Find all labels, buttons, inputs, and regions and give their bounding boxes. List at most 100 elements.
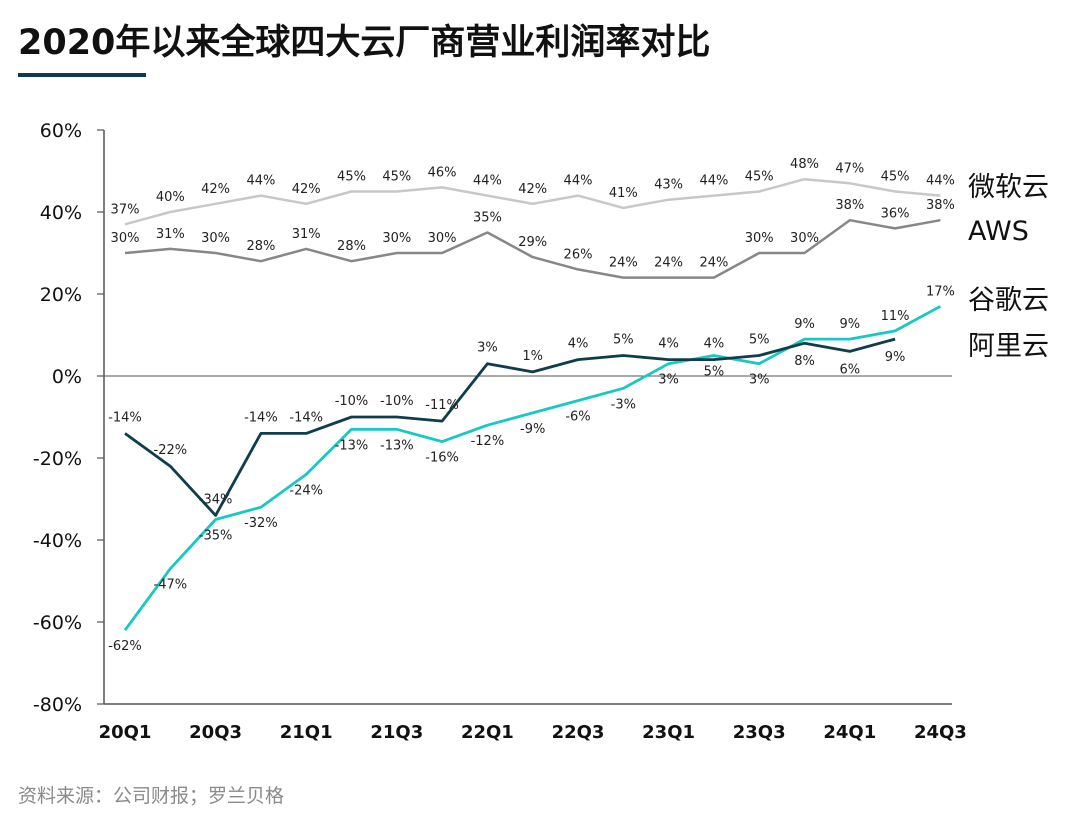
data-label-google: -35% <box>199 529 233 544</box>
data-label-alibaba: 1% <box>522 349 543 364</box>
data-label-aws: 29% <box>518 235 547 250</box>
data-label-google: -9% <box>520 422 545 437</box>
data-label-alibaba: 9% <box>885 350 906 365</box>
x-tick-label: 21Q3 <box>370 722 423 743</box>
y-tick-label: -80% <box>33 694 82 716</box>
data-label-google: 3% <box>658 373 679 388</box>
data-label-microsoft: 40% <box>156 190 185 205</box>
data-label-google: 5% <box>704 365 725 380</box>
data-label-alibaba: -14% <box>244 410 278 425</box>
series-label-microsoft: 微软云 <box>968 172 1049 203</box>
data-label-aws: 24% <box>609 256 638 271</box>
data-label-alibaba: 8% <box>794 354 815 369</box>
data-label-google: 3% <box>749 373 770 388</box>
data-label-google: -62% <box>108 639 142 654</box>
x-tick-label: 21Q1 <box>280 722 333 743</box>
data-label-alibaba: 6% <box>839 362 860 377</box>
data-label-alibaba: -11% <box>425 398 459 413</box>
source-note: 资料来源：公司财报；罗兰贝格 <box>18 785 285 807</box>
x-tick-label: 22Q1 <box>461 722 514 743</box>
data-label-microsoft: 46% <box>428 165 457 180</box>
data-label-aws: 36% <box>881 206 910 221</box>
x-tick-label: 20Q1 <box>99 722 152 743</box>
data-label-aws: 30% <box>428 231 457 246</box>
data-label-microsoft: 42% <box>201 182 230 197</box>
y-tick-label: -20% <box>33 448 82 470</box>
data-label-alibaba: -10% <box>380 394 414 409</box>
data-label-alibaba: -10% <box>335 394 369 409</box>
data-label-google: -6% <box>565 410 590 425</box>
series-line-aws <box>124 218 941 279</box>
data-label-aws: 35% <box>473 211 502 226</box>
chart-title: 2020年以来全球四大云厂商营业利润率对比 <box>18 23 711 63</box>
y-tick-label: 60% <box>40 120 82 142</box>
data-label-aws: 38% <box>835 198 864 213</box>
data-label-aws: 30% <box>790 231 819 246</box>
series-label-alibaba: 阿里云 <box>968 331 1049 362</box>
series-label-aws: AWS <box>968 216 1029 247</box>
data-label-aws: 31% <box>292 227 321 242</box>
data-label-google: 11% <box>881 309 910 324</box>
y-tick-label: -60% <box>33 612 82 634</box>
data-label-google: 9% <box>839 317 860 332</box>
data-label-google: -16% <box>425 451 459 466</box>
y-tick-label: -40% <box>33 530 82 552</box>
data-label-aws: 31% <box>156 227 185 242</box>
series-line-alibaba <box>124 337 896 517</box>
data-label-alibaba: -34% <box>199 492 233 507</box>
y-tick-label: 0% <box>52 366 82 388</box>
data-label-alibaba: 4% <box>658 337 679 352</box>
x-tick-label: 22Q3 <box>552 722 605 743</box>
data-label-aws: 24% <box>699 256 728 271</box>
data-label-aws: 38% <box>926 198 955 213</box>
data-label-microsoft: 43% <box>654 178 683 193</box>
y-tick-label: 20% <box>40 284 82 306</box>
data-label-google: -47% <box>154 578 188 593</box>
data-label-google: -3% <box>611 397 636 412</box>
data-label-alibaba: -14% <box>108 410 142 425</box>
data-label-microsoft: 44% <box>564 174 593 189</box>
data-label-microsoft: 47% <box>835 161 864 176</box>
data-label-alibaba: -22% <box>154 443 188 458</box>
data-label-google: -12% <box>471 434 505 449</box>
series-line-microsoft <box>124 177 941 226</box>
data-label-microsoft: 42% <box>518 182 547 197</box>
data-label-google: 17% <box>926 284 955 299</box>
data-label-microsoft: 44% <box>246 174 275 189</box>
data-label-aws: 30% <box>201 231 230 246</box>
x-tick-label: 20Q3 <box>189 722 242 743</box>
data-label-google: -13% <box>380 438 414 453</box>
data-label-aws: 30% <box>382 231 411 246</box>
data-label-microsoft: 42% <box>292 182 321 197</box>
data-label-aws: 26% <box>564 247 593 262</box>
data-label-aws: 30% <box>111 231 140 246</box>
data-label-microsoft: 37% <box>111 202 140 217</box>
data-label-alibaba: -14% <box>289 410 323 425</box>
title-underline <box>18 73 146 77</box>
data-label-alibaba: 5% <box>613 333 634 348</box>
data-label-google: -32% <box>244 516 278 531</box>
data-label-microsoft: 44% <box>473 174 502 189</box>
data-label-alibaba: 4% <box>568 337 589 352</box>
x-tick-label: 24Q3 <box>914 722 967 743</box>
data-label-google: -13% <box>335 438 369 453</box>
data-label-aws: 24% <box>654 256 683 271</box>
data-label-google: -24% <box>289 483 323 498</box>
data-label-microsoft: 48% <box>790 157 819 172</box>
data-label-microsoft: 41% <box>609 186 638 201</box>
data-label-microsoft: 44% <box>926 174 955 189</box>
series-line-google <box>123 305 942 632</box>
series-label-google: 谷歌云 <box>968 285 1049 316</box>
data-label-microsoft: 44% <box>699 174 728 189</box>
data-label-google: 9% <box>794 317 815 332</box>
y-tick-label: 40% <box>40 202 82 224</box>
data-label-alibaba: 3% <box>477 341 498 356</box>
data-label-alibaba: 4% <box>704 337 725 352</box>
data-label-microsoft: 45% <box>337 170 366 185</box>
data-label-alibaba: 5% <box>749 333 770 348</box>
data-label-microsoft: 45% <box>382 170 411 185</box>
data-label-aws: 28% <box>337 239 366 254</box>
x-tick-label: 23Q3 <box>733 722 786 743</box>
data-label-microsoft: 45% <box>881 170 910 185</box>
